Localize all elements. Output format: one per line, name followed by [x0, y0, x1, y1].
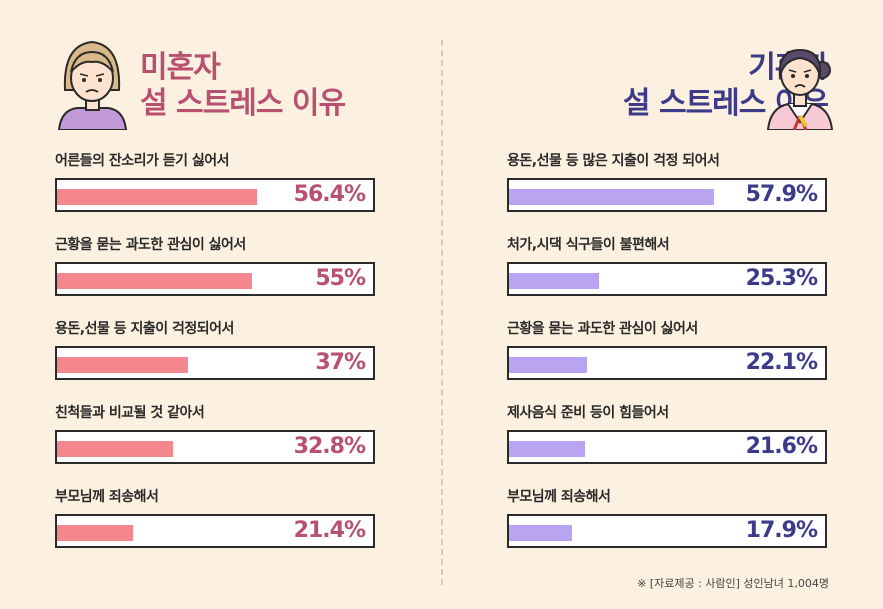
bar-value-label: 21.4%	[293, 518, 366, 543]
bar-item: 처가,시댁 식구들이 불편해서 25.3%	[507, 234, 837, 314]
bar	[57, 357, 188, 373]
bar-track: 37%	[55, 346, 375, 380]
source-note: ※ [자료제공 : 사람인] 성인남녀 1,004명	[637, 577, 829, 590]
bar-category-label: 용돈,선물 등 많은 지출이 걱정 되어서	[507, 153, 720, 169]
bar-item: 용돈,선물 등 많은 지출이 걱정 되어서 57.9%	[507, 150, 837, 230]
bar-value-label: 32.8%	[293, 434, 366, 459]
bar	[57, 525, 133, 541]
bar-category-label: 처가,시댁 식구들이 불편해서	[507, 237, 670, 253]
bar	[509, 441, 585, 457]
bar-item: 부모님께 죄송해서 21.4%	[55, 486, 385, 566]
bar-track: 22.1%	[507, 346, 827, 380]
married-woman-hanbok-icon	[760, 30, 840, 134]
bar-value-label: 37%	[315, 350, 366, 375]
bar	[509, 357, 587, 373]
bar-value-label: 56.4%	[293, 182, 366, 207]
bar-value-label: 17.9%	[745, 518, 818, 543]
bar-item: 어른들의 잔소리가 듣기 싫어서 56.4%	[55, 150, 385, 230]
bar-track: 21.4%	[55, 514, 375, 548]
bar-category-label: 근황을 묻는 과도한 관심이 싫어서	[507, 321, 698, 337]
bar-track: 25.3%	[507, 262, 827, 296]
bar-value-label: 57.9%	[745, 182, 818, 207]
bar-track: 56.4%	[55, 178, 375, 212]
center-divider	[441, 40, 443, 585]
bar	[57, 441, 173, 457]
bar	[57, 273, 252, 289]
bar-item: 근황을 묻는 과도한 관심이 싫어서 55%	[55, 234, 385, 314]
bar-category-label: 용돈,선물 등 지출이 걱정되어서	[55, 321, 234, 337]
bar-track: 17.9%	[507, 514, 827, 548]
bar-track: 32.8%	[55, 430, 375, 464]
bar-value-label: 21.6%	[745, 434, 818, 459]
bar	[509, 273, 599, 289]
bar-track: 21.6%	[507, 430, 827, 464]
bar-category-label: 근황을 묻는 과도한 관심이 싫어서	[55, 237, 246, 253]
single-person-icon	[55, 30, 130, 134]
bar	[509, 189, 714, 205]
bar-value-label: 25.3%	[745, 266, 818, 291]
bar-value-label: 55%	[315, 266, 366, 291]
bar-item: 친척들과 비교될 것 같아서 32.8%	[55, 402, 385, 482]
bar-track: 57.9%	[507, 178, 827, 212]
bar	[57, 189, 257, 205]
bar-category-label: 어른들의 잔소리가 듣기 싫어서	[55, 153, 230, 169]
bar-category-label: 부모님께 죄송해서	[507, 489, 611, 505]
bar-value-label: 22.1%	[745, 350, 818, 375]
bar-item: 제사음식 준비 등이 힘들어서 21.6%	[507, 402, 837, 482]
bar-item: 근황을 묻는 과도한 관심이 싫어서 22.1%	[507, 318, 837, 398]
bar-item: 부모님께 죄송해서 17.9%	[507, 486, 837, 566]
bar-track: 55%	[55, 262, 375, 296]
bar-item: 용돈,선물 등 지출이 걱정되어서 37%	[55, 318, 385, 398]
single-title: 미혼자 설 스트레스 이유	[140, 50, 346, 121]
bar-category-label: 제사음식 준비 등이 힘들어서	[507, 405, 669, 421]
bar	[509, 525, 572, 541]
bar-category-label: 부모님께 죄송해서	[55, 489, 159, 505]
bar-category-label: 친척들과 비교될 것 같아서	[55, 405, 205, 421]
